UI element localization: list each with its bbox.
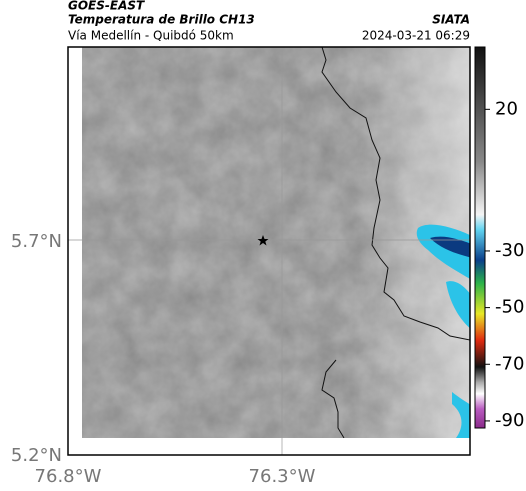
agency: SIATA [432,13,470,27]
lat-tick-label: 5.2°N [11,445,62,466]
region: Vía Medellín - Quibdó 50km [68,29,234,43]
colorbar-tick-label: 20 [495,98,518,119]
map-frame [67,46,471,456]
lat-tick-label: 5.7°N [11,231,62,252]
satellite-name: GOES-EAST [68,0,145,13]
product-title: Temperatura de Brillo CH13 [68,13,255,27]
lon-tick-label: 76.3°W [249,466,316,487]
colorbar-tick-label: -70 [495,353,524,374]
colorbar-tick-label: -90 [495,410,524,431]
lon-tick-label: 76.8°W [35,466,102,487]
timestamp: 2024-03-21 06:29 [362,29,470,43]
colorbar-ticks: 20 -30 -50 -70 -90 [485,98,524,431]
colorbar-tick-label: -30 [495,240,524,261]
satellite-image [82,47,470,438]
location-marker [257,235,269,246]
colorbar [474,46,486,429]
colorbar-tick-label: -50 [495,297,524,318]
